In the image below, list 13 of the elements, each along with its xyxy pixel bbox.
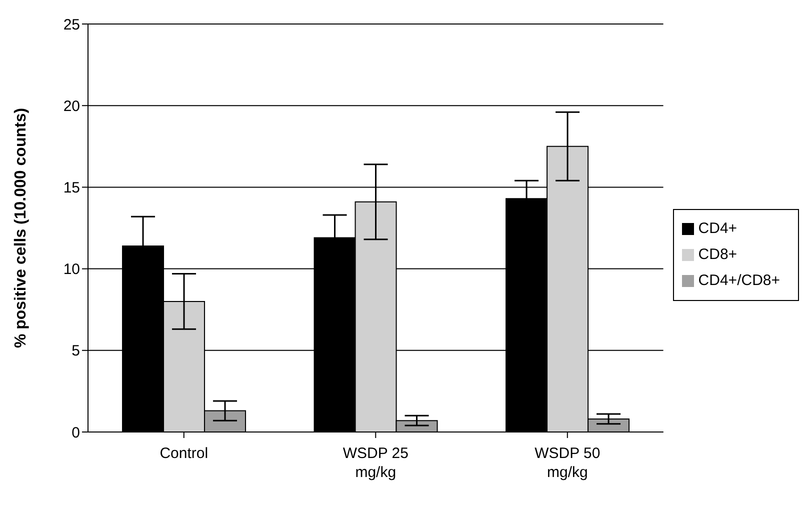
x-tick-label: WSDP 25 mg/kg bbox=[342, 445, 408, 481]
x-tick-label: WSDP 50 mg/kg bbox=[534, 445, 600, 481]
y-tick-label: 25 bbox=[63, 16, 80, 34]
legend-label: CD8+ bbox=[698, 246, 738, 263]
y-tick-label: 20 bbox=[63, 98, 80, 115]
y-tick-label: 15 bbox=[63, 180, 80, 197]
legend-label: CD4+ bbox=[698, 220, 738, 237]
y-tick-label: 0 bbox=[72, 424, 80, 442]
x-tick-label: Control bbox=[160, 445, 208, 462]
y-tick-label: 5 bbox=[72, 342, 80, 360]
y-tick-label: 10 bbox=[63, 261, 80, 278]
legend-label: CD4+/CD8+ bbox=[698, 272, 780, 289]
y-axis-title: % positive cells (10.000 counts) bbox=[12, 108, 30, 348]
